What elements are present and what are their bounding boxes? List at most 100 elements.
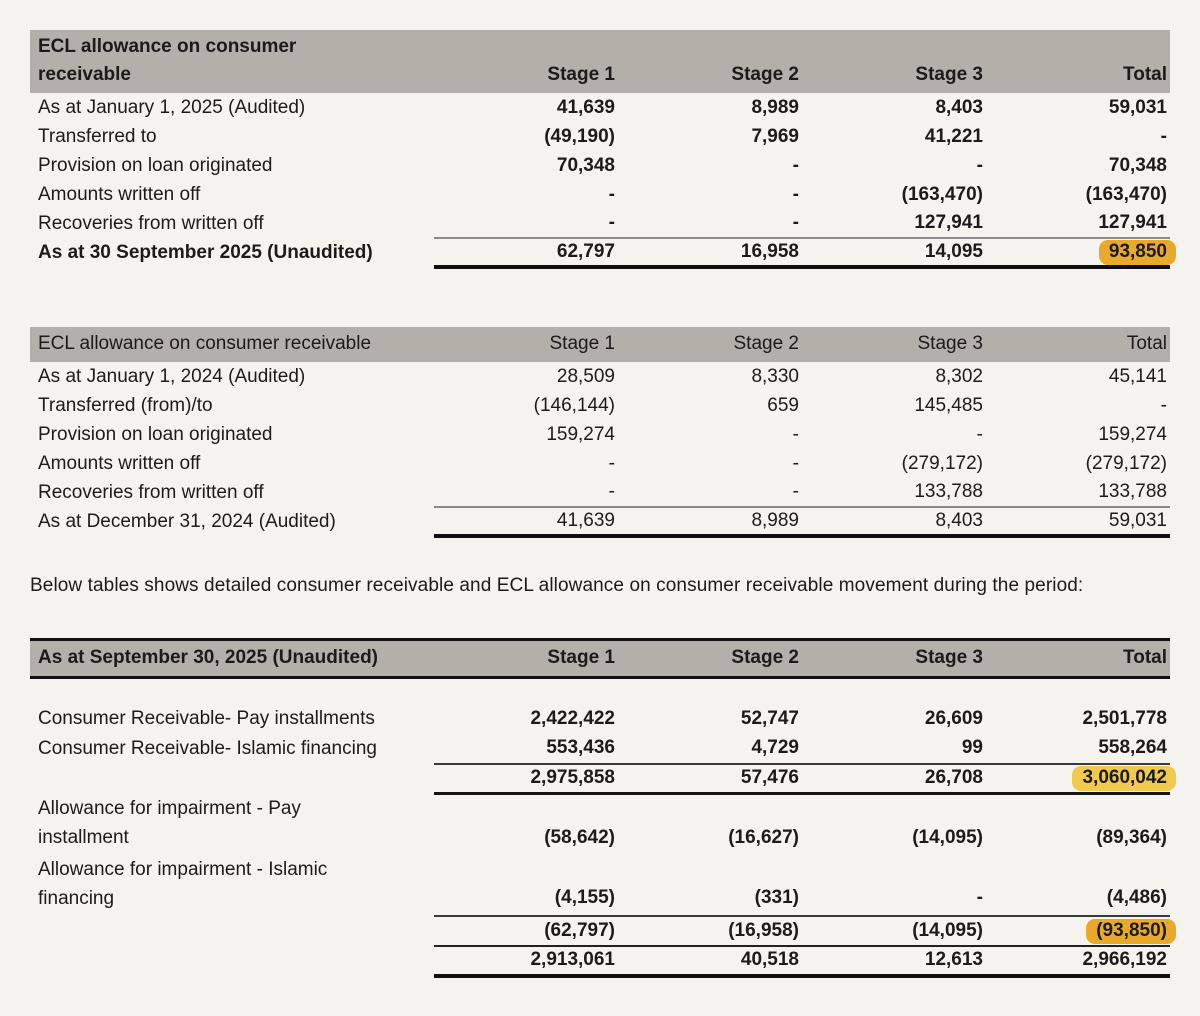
value-cell: 2,913,061 (434, 945, 618, 978)
row-label: Provision on loan originated (38, 154, 273, 176)
column-header: Stage 1 (434, 638, 618, 679)
value-cell: (4,486) (1106, 886, 1167, 908)
column-header: Total (986, 327, 1170, 362)
column-header: Stage 1 (434, 327, 618, 362)
value-cell: - (792, 154, 799, 176)
value-cell: 553,436 (546, 737, 615, 758)
value-cell: 57,476 (618, 762, 802, 795)
value-cell: 8,403 (802, 506, 986, 538)
value-cell: - (976, 154, 983, 176)
value-cell: - (976, 886, 983, 908)
value-cell: 45,141 (1108, 365, 1167, 387)
value-cell: 41,221 (924, 125, 983, 147)
value-cell: 59,031 (1108, 96, 1167, 118)
value-cell: (49,190) (544, 125, 615, 147)
ecl-movement-2025-table: ECL allowance on consumer receivable Stage… (30, 30, 1176, 269)
value-cell: (163,470) (901, 183, 983, 205)
value-cell: 62,797 (434, 237, 618, 269)
value-cell: 2,975,858 (434, 762, 618, 795)
value-cell: - (608, 481, 615, 502)
value-cell: - (792, 423, 799, 445)
ecl-movement-2024: ECL allowance on consumer receivable Stag… (30, 327, 1170, 538)
table-title: As at September 30, 2025 (Unaudited) (30, 638, 434, 679)
value-cell: - (1160, 125, 1167, 147)
column-header: Stage 2 (618, 327, 802, 362)
value-cell: 4,729 (751, 737, 799, 758)
value-cell: 659 (767, 394, 799, 416)
row-label: Recoveries from written off (38, 212, 264, 234)
column-header: Stage 2 (618, 638, 802, 679)
value-cell: 159,274 (1098, 423, 1167, 445)
value-cell: - (976, 423, 983, 445)
value-cell: 41,639 (556, 96, 615, 118)
value-cell: - (608, 212, 615, 233)
value-cell: (16,958) (618, 914, 802, 947)
value-cell: (62,797) (434, 914, 618, 947)
value-cell: 8,330 (751, 365, 799, 387)
row-label: As at January 1, 2024 (Audited) (38, 365, 306, 387)
value-cell: 8,403 (935, 96, 983, 118)
spacer-row (30, 678, 1170, 704)
value-cell: (331) (754, 886, 799, 908)
value-cell: 159,274 (546, 423, 615, 445)
column-header: Stage 2 (618, 30, 802, 93)
value-cell: - (792, 452, 799, 474)
value-cell: 93,850 (986, 237, 1176, 269)
row-label: Transferred to (38, 125, 157, 147)
row-label: As at December 31, 2024 (Audited) (38, 510, 336, 532)
row-label: As at 30 September 2025 (Unaudited) (38, 241, 373, 263)
row-label: Provision on loan originated (38, 423, 273, 445)
value-cell: 59,031 (986, 506, 1170, 538)
value-cell: 2,422,422 (530, 707, 615, 729)
value-cell: (14,095) (802, 914, 986, 947)
value-cell: 26,708 (802, 762, 986, 795)
value-cell: 41,639 (434, 506, 618, 538)
value-cell: - (608, 452, 615, 474)
value-cell: - (792, 212, 799, 233)
value-cell: 2,501,778 (1082, 707, 1167, 729)
row-label: Allowance for impairment - Islamic financ… (38, 858, 328, 909)
column-header: Stage 3 (802, 327, 986, 362)
value-cell: 52,747 (740, 707, 799, 729)
value-cell: (279,172) (901, 452, 983, 474)
value-cell: (16,627) (728, 826, 799, 848)
row-label: As at January 1, 2025 (Audited) (38, 96, 306, 118)
highlight-marker: 3,060,042 (1072, 766, 1176, 792)
row-label (30, 764, 434, 794)
value-cell: (163,470) (1085, 183, 1167, 205)
ecl-movement-2024-table: ECL allowance on consumer receivable Stag… (30, 327, 1170, 538)
row-label: Recoveries from written off (38, 481, 264, 503)
value-cell: 8,989 (618, 506, 802, 538)
intro-paragraph: Below tables shows detailed consumer rec… (30, 575, 1084, 596)
column-header: Stage 3 (802, 638, 986, 679)
value-cell: 145,485 (914, 394, 983, 416)
value-cell: 28,509 (556, 365, 615, 387)
value-cell: 70,348 (1108, 154, 1167, 176)
value-cell: 16,958 (618, 237, 802, 269)
value-cell: - (792, 183, 799, 205)
value-cell: (4,155) (554, 886, 615, 908)
value-cell: - (792, 481, 799, 502)
highlight-marker: (93,850) (1086, 918, 1176, 944)
column-header: Stage 1 (434, 30, 618, 93)
row-label: Allowance for impairment - Pay installmen… (38, 797, 301, 848)
value-cell: 70,348 (556, 154, 615, 176)
value-cell: (58,642) (544, 826, 615, 848)
table-title: ECL allowance on consumer receivable (30, 30, 434, 93)
row-label: Transferred (from)/to (38, 394, 213, 416)
value-cell: 7,969 (751, 125, 799, 147)
row-label: Consumer Receivable- Islamic financing (38, 737, 377, 759)
ecl-movement-2025: ECL allowance on consumer receivable Stage… (30, 30, 1176, 269)
row-label: Consumer Receivable- Pay installments (38, 707, 375, 729)
value-cell: 26,609 (924, 707, 983, 729)
value-cell: 99 (961, 737, 983, 758)
value-cell: 2,966,192 (986, 945, 1170, 978)
value-cell: 3,060,042 (986, 762, 1176, 795)
row-label: Amounts written off (38, 183, 201, 205)
value-cell: 14,095 (802, 237, 986, 269)
value-cell: 127,941 (1098, 212, 1167, 233)
column-header: Total (986, 638, 1170, 679)
value-cell: (14,095) (912, 826, 983, 848)
value-cell: 8,989 (751, 96, 799, 118)
value-cell: 558,264 (1098, 737, 1167, 758)
